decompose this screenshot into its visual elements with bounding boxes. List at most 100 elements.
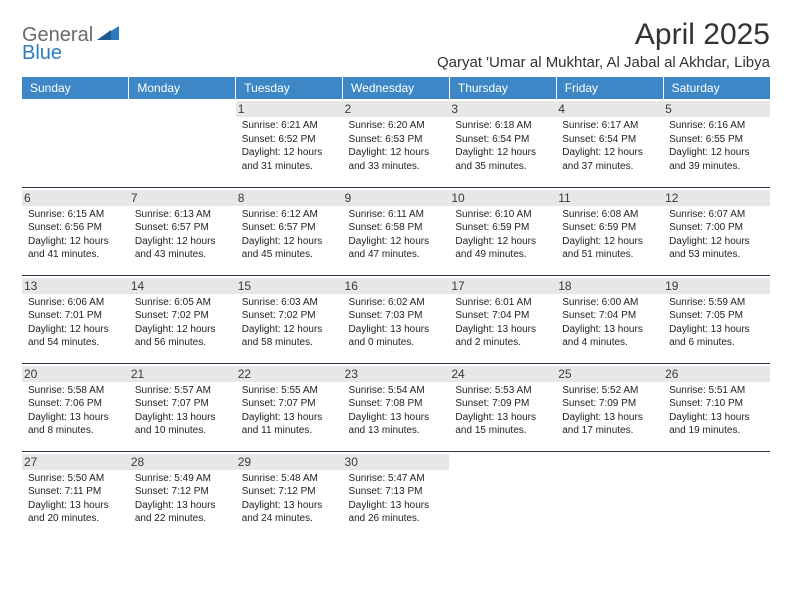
day-details: Sunrise: 5:49 AMSunset: 7:12 PMDaylight:… — [135, 472, 230, 526]
day-number: 9 — [343, 190, 450, 206]
day-details: Sunrise: 5:53 AMSunset: 7:09 PMDaylight:… — [455, 384, 550, 438]
day-details: Sunrise: 6:01 AMSunset: 7:04 PMDaylight:… — [455, 296, 550, 350]
day-number: 12 — [663, 190, 770, 206]
day-number: 26 — [663, 366, 770, 382]
day-number: 11 — [556, 190, 663, 206]
calendar-header-row: SundayMondayTuesdayWednesdayThursdayFrid… — [22, 77, 770, 99]
calendar-cell: 22Sunrise: 5:55 AMSunset: 7:07 PMDayligh… — [236, 363, 343, 451]
calendar-row: 1Sunrise: 6:21 AMSunset: 6:52 PMDaylight… — [22, 99, 770, 187]
day-number: 29 — [236, 454, 343, 470]
calendar-row: 27Sunrise: 5:50 AMSunset: 7:11 PMDayligh… — [22, 451, 770, 539]
weekday-header: Thursday — [449, 77, 556, 99]
day-details: Sunrise: 6:00 AMSunset: 7:04 PMDaylight:… — [562, 296, 657, 350]
weekday-header: Sunday — [22, 77, 129, 99]
calendar-cell: 8 Sunrise: 6:12 AMSunset: 6:57 PMDaylight… — [236, 187, 343, 275]
day-details: Sunrise: 5:57 AMSunset: 7:07 PMDaylight:… — [135, 384, 230, 438]
calendar-cell — [22, 99, 129, 187]
day-details: Sunrise: 5:50 AMSunset: 7:11 PMDaylight:… — [28, 472, 123, 526]
day-details: Sunrise: 6:12 AMSunset: 6:57 PMDaylight:… — [242, 208, 337, 262]
brand-triangle-icon — [97, 24, 119, 45]
calendar-row: 13Sunrise: 6:06 AMSunset: 7:01 PMDayligh… — [22, 275, 770, 363]
calendar-cell: 20 Sunrise: 5:58 AMSunset: 7:06 PMDayligh… — [22, 363, 129, 451]
calendar-cell: 13Sunrise: 6:06 AMSunset: 7:01 PMDayligh… — [22, 275, 129, 363]
calendar-cell: 12 Sunrise: 6:07 AMSunset: 7:00 PMDayligh… — [663, 187, 770, 275]
calendar-table: SundayMondayTuesdayWednesdayThursdayFrid… — [22, 77, 770, 539]
calendar-cell: 17 Sunrise: 6:01 AMSunset: 7:04 PMDayligh… — [449, 275, 556, 363]
day-details: Sunrise: 6:16 AMSunset: 6:55 PMDaylight:… — [669, 119, 764, 173]
day-details: Sunrise: 6:15 AMSunset: 6:56 PMDaylight:… — [28, 208, 123, 262]
calendar-cell: 23 Sunrise: 5:54 AMSunset: 7:08 PMDayligh… — [343, 363, 450, 451]
calendar-cell: 10 Sunrise: 6:10 AMSunset: 6:59 PMDayligh… — [449, 187, 556, 275]
day-number: 7 — [129, 190, 236, 206]
day-details: Sunrise: 6:20 AMSunset: 6:53 PMDaylight:… — [349, 119, 444, 173]
calendar-cell: 28 Sunrise: 5:49 AMSunset: 7:12 PMDayligh… — [129, 451, 236, 539]
location: Qaryat 'Umar al Mukhtar, Al Jabal al Akh… — [437, 54, 770, 71]
calendar-cell: 6 Sunrise: 6:15 AMSunset: 6:56 PMDaylight… — [22, 187, 129, 275]
header: General April 2025 Qaryat 'Umar al Mukht… — [22, 18, 770, 71]
calendar-cell: 24 Sunrise: 5:53 AMSunset: 7:09 PMDayligh… — [449, 363, 556, 451]
day-details: Sunrise: 5:52 AMSunset: 7:09 PMDaylight:… — [562, 384, 657, 438]
day-details: Sunrise: 5:58 AMSunset: 7:06 PMDaylight:… — [28, 384, 123, 438]
day-details: Sunrise: 6:02 AMSunset: 7:03 PMDaylight:… — [349, 296, 444, 350]
calendar-cell: 7 Sunrise: 6:13 AMSunset: 6:57 PMDaylight… — [129, 187, 236, 275]
day-number: 23 — [343, 366, 450, 382]
calendar-cell: 1Sunrise: 6:21 AMSunset: 6:52 PMDaylight… — [236, 99, 343, 187]
day-details: Sunrise: 6:08 AMSunset: 6:59 PMDaylight:… — [562, 208, 657, 262]
day-details: Sunrise: 5:51 AMSunset: 7:10 PMDaylight:… — [669, 384, 764, 438]
day-number: 1 — [236, 101, 343, 117]
day-number: 21 — [129, 366, 236, 382]
day-details: Sunrise: 5:54 AMSunset: 7:08 PMDaylight:… — [349, 384, 444, 438]
title-block: April 2025 Qaryat 'Umar al Mukhtar, Al J… — [437, 18, 770, 71]
calendar-cell: 29Sunrise: 5:48 AMSunset: 7:12 PMDayligh… — [236, 451, 343, 539]
day-details: Sunrise: 6:18 AMSunset: 6:54 PMDaylight:… — [455, 119, 550, 173]
month-title: April 2025 — [437, 18, 770, 52]
brand-part2-wrap: Blue — [22, 42, 62, 65]
day-number: 8 — [236, 190, 343, 206]
calendar-cell: 26 Sunrise: 5:51 AMSunset: 7:10 PMDayligh… — [663, 363, 770, 451]
calendar-cell: 19 Sunrise: 5:59 AMSunset: 7:05 PMDayligh… — [663, 275, 770, 363]
calendar-cell: 27Sunrise: 5:50 AMSunset: 7:11 PMDayligh… — [22, 451, 129, 539]
day-details: Sunrise: 5:59 AMSunset: 7:05 PMDaylight:… — [669, 296, 764, 350]
day-number: 6 — [22, 190, 129, 206]
day-details: Sunrise: 6:06 AMSunset: 7:01 PMDaylight:… — [28, 296, 123, 350]
day-number: 3 — [449, 101, 556, 117]
day-details: Sunrise: 5:47 AMSunset: 7:13 PMDaylight:… — [349, 472, 444, 526]
calendar-cell: 14 Sunrise: 6:05 AMSunset: 7:02 PMDayligh… — [129, 275, 236, 363]
calendar-cell: 18 Sunrise: 6:00 AMSunset: 7:04 PMDayligh… — [556, 275, 663, 363]
calendar-cell: 3 Sunrise: 6:18 AMSunset: 6:54 PMDaylight… — [449, 99, 556, 187]
calendar-cell: 30 Sunrise: 5:47 AMSunset: 7:13 PMDayligh… — [343, 451, 450, 539]
day-details: Sunrise: 6:05 AMSunset: 7:02 PMDaylight:… — [135, 296, 230, 350]
calendar-cell: 16 Sunrise: 6:02 AMSunset: 7:03 PMDayligh… — [343, 275, 450, 363]
day-details: Sunrise: 6:17 AMSunset: 6:54 PMDaylight:… — [562, 119, 657, 173]
day-number: 14 — [129, 278, 236, 294]
calendar-cell — [129, 99, 236, 187]
weekday-header: Friday — [556, 77, 663, 99]
calendar-cell — [556, 451, 663, 539]
weekday-header: Tuesday — [236, 77, 343, 99]
weekday-header: Saturday — [663, 77, 770, 99]
calendar-body: 1Sunrise: 6:21 AMSunset: 6:52 PMDaylight… — [22, 99, 770, 539]
day-number: 24 — [449, 366, 556, 382]
day-number: 22 — [236, 366, 343, 382]
day-details: Sunrise: 6:13 AMSunset: 6:57 PMDaylight:… — [135, 208, 230, 262]
calendar-cell — [663, 451, 770, 539]
day-number: 17 — [449, 278, 556, 294]
calendar-cell: 2Sunrise: 6:20 AMSunset: 6:53 PMDaylight… — [343, 99, 450, 187]
day-details: Sunrise: 6:07 AMSunset: 7:00 PMDaylight:… — [669, 208, 764, 262]
calendar-cell: 15Sunrise: 6:03 AMSunset: 7:02 PMDayligh… — [236, 275, 343, 363]
day-number: 18 — [556, 278, 663, 294]
day-details: Sunrise: 6:10 AMSunset: 6:59 PMDaylight:… — [455, 208, 550, 262]
calendar-cell: 11 Sunrise: 6:08 AMSunset: 6:59 PMDayligh… — [556, 187, 663, 275]
day-number: 20 — [22, 366, 129, 382]
calendar-row: 20 Sunrise: 5:58 AMSunset: 7:06 PMDayligh… — [22, 363, 770, 451]
day-number: 16 — [343, 278, 450, 294]
weekday-header: Monday — [129, 77, 236, 99]
day-number: 5 — [663, 101, 770, 117]
day-details: Sunrise: 6:11 AMSunset: 6:58 PMDaylight:… — [349, 208, 444, 262]
day-number: 25 — [556, 366, 663, 382]
day-number: 19 — [663, 278, 770, 294]
day-number: 30 — [343, 454, 450, 470]
day-number: 10 — [449, 190, 556, 206]
calendar-cell — [449, 451, 556, 539]
day-number: 28 — [129, 454, 236, 470]
